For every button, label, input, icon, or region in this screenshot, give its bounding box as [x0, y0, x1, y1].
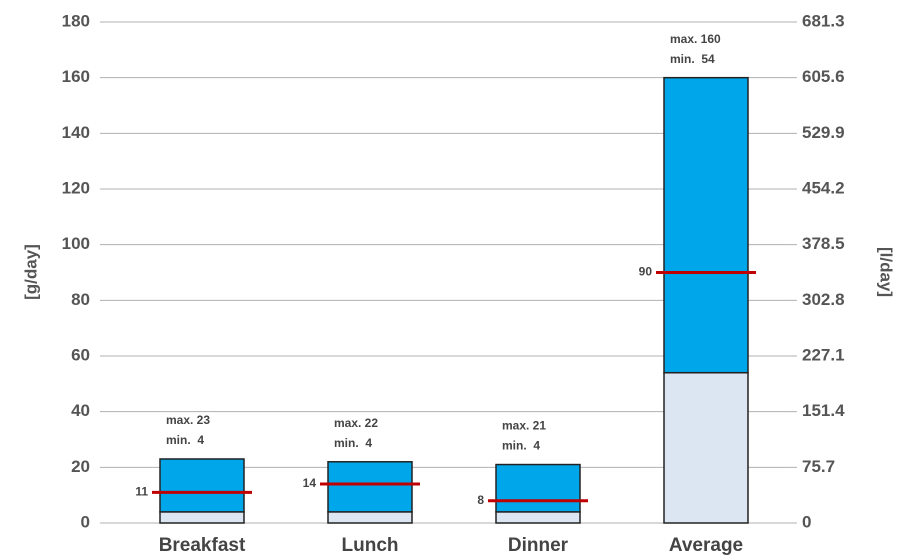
y2-tick-label: 227.1	[802, 345, 845, 364]
range-bar	[663, 76, 749, 374]
max-label: max. 22	[334, 416, 378, 430]
y-tick-label: 100	[62, 234, 90, 253]
y-tick-label: 140	[62, 123, 90, 142]
y2-axis-label: [l/day]	[877, 247, 896, 297]
y2-tick-label: 0	[802, 512, 811, 531]
y2-tick-label: 529.9	[802, 123, 845, 142]
y-tick-label: 80	[71, 290, 90, 309]
max-label: max. 23	[166, 413, 210, 427]
y2-tick-label: 151.4	[802, 401, 845, 420]
y-tick-label: 180	[62, 11, 90, 30]
range-bar	[159, 458, 245, 513]
min-label: min. 4	[166, 433, 204, 447]
min-label: min. 4	[334, 436, 372, 450]
x-tick-label: Breakfast	[159, 535, 246, 556]
max-label: max. 160	[670, 32, 721, 46]
min-bar	[495, 511, 581, 524]
range-bar	[327, 461, 413, 513]
y-tick-label: 0	[81, 512, 90, 531]
y-tick-label: 160	[62, 67, 90, 86]
min-label: min. 54	[670, 52, 715, 66]
y2-tick-label: 454.2	[802, 178, 845, 197]
mean-label: 11	[135, 485, 148, 499]
x-tick-label: Dinner	[508, 535, 569, 556]
y-tick-label: 40	[71, 401, 90, 420]
x-tick-label: Lunch	[342, 535, 399, 556]
min-bar	[159, 511, 245, 524]
mean-label: 90	[639, 265, 653, 279]
x-tick-label: Average	[669, 535, 743, 556]
y2-tick-label: 378.5	[802, 234, 845, 253]
mean-label: 8	[477, 493, 484, 507]
y-tick-label: 20	[71, 457, 90, 476]
min-label: min. 4	[502, 439, 540, 453]
mean-label: 14	[303, 476, 317, 490]
y2-tick-label: 75.7	[802, 457, 835, 476]
y2-tick-label: 302.8	[802, 290, 845, 309]
y-tick-label: 60	[71, 345, 90, 364]
y-axis-label: [g/day]	[21, 244, 40, 300]
y-tick-label: 120	[62, 178, 90, 197]
y2-tick-label: 681.3	[802, 11, 845, 30]
y2-tick-label: 605.6	[802, 67, 845, 86]
range-bar	[495, 463, 581, 513]
min-bar	[663, 371, 749, 524]
max-label: max. 21	[502, 419, 546, 433]
min-bar	[327, 511, 413, 524]
